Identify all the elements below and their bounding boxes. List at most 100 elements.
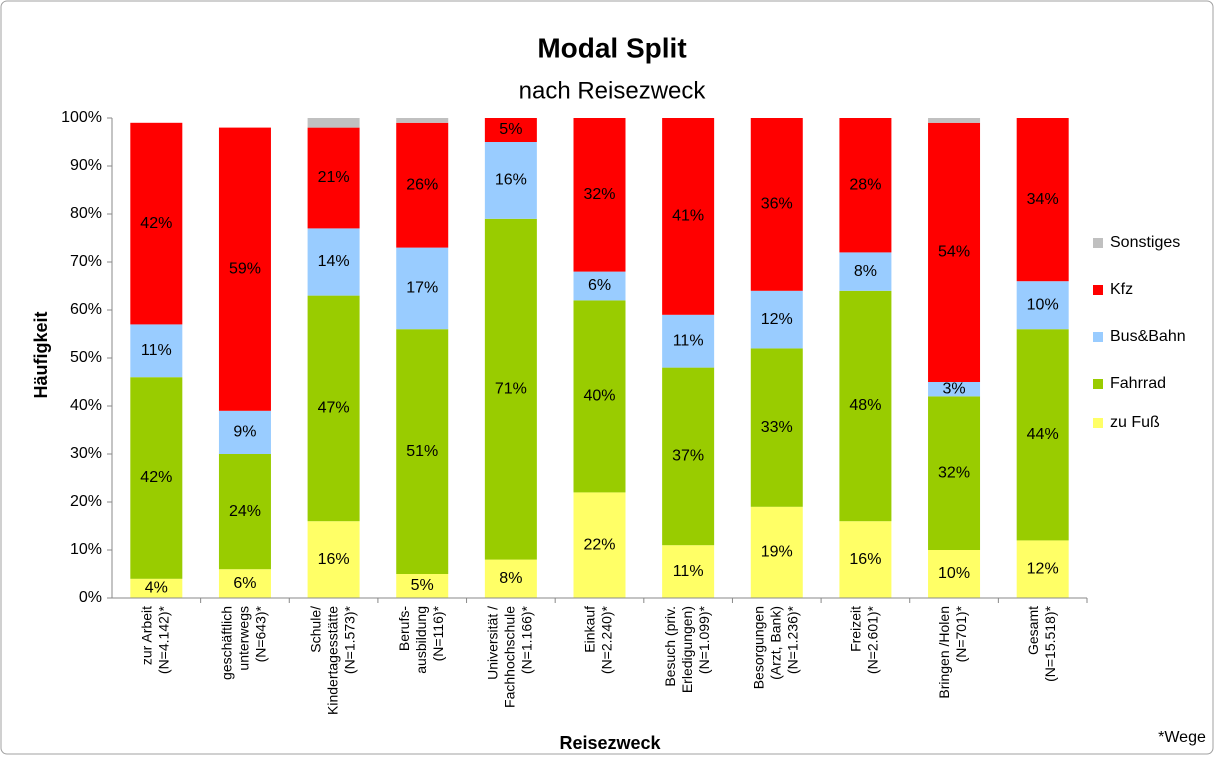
x-tick-label: Gesamt (1025, 606, 1041, 655)
x-tick-label: Universität / (485, 606, 501, 680)
chart-subtitle: nach Reisezweck (519, 77, 707, 104)
legend-label: zu Fuß (1110, 414, 1160, 431)
data-label: 21% (318, 169, 350, 186)
x-tick-label: Schule/ (307, 606, 323, 653)
data-label: 10% (1027, 296, 1059, 313)
data-label: 42% (140, 469, 172, 486)
bar-segment (307, 295, 360, 522)
bar-segment (750, 290, 803, 349)
legend-label: Bus&Bahn (1110, 328, 1186, 345)
data-label: 48% (849, 397, 881, 414)
bar-segment (396, 118, 449, 123)
x-tick-label: (N=2.240)* (599, 605, 615, 674)
legend-swatch (1093, 285, 1103, 295)
bar-segment (484, 559, 537, 598)
x-tick-label: Besuch (priv. (662, 606, 678, 687)
data-label: 41% (672, 208, 704, 225)
legend-label: Sonstiges (1110, 234, 1180, 251)
y-tick-label: 0% (79, 589, 102, 606)
y-tick-label: 30% (70, 445, 102, 462)
bar-segment (396, 574, 449, 598)
bar-segment (307, 127, 360, 229)
bar-segment (928, 382, 981, 397)
bar-segment (484, 118, 537, 142)
data-label: 11% (673, 332, 704, 349)
data-label: 6% (233, 575, 256, 592)
bar-segment (1016, 329, 1069, 541)
bar-segment (1016, 281, 1069, 330)
bar-segment (396, 329, 449, 574)
annotation: *Wege (1158, 729, 1206, 746)
bar-segment (839, 118, 892, 253)
bar-segment (130, 122, 183, 325)
bar-segment (130, 578, 183, 598)
bar-segment (928, 396, 981, 550)
data-label: 16% (849, 551, 881, 568)
legend-swatch (1093, 238, 1103, 248)
y-tick-label: 20% (70, 493, 102, 510)
data-label: 9% (233, 424, 256, 441)
x-tick-label: Erledigungen) (679, 606, 695, 693)
data-label: 42% (140, 215, 172, 232)
data-label: 40% (583, 388, 615, 405)
data-label: 24% (229, 503, 261, 520)
data-label: 17% (406, 280, 438, 297)
bar-segment (662, 314, 715, 368)
bar-segment (573, 271, 626, 301)
bar-segment (662, 545, 715, 598)
data-label: 12% (761, 311, 793, 328)
data-label: 4% (145, 580, 168, 597)
legend-swatch (1093, 332, 1103, 342)
bar-segment (484, 218, 537, 560)
data-label: 28% (849, 176, 881, 193)
data-label: 3% (942, 380, 965, 397)
bar-segment (218, 127, 271, 411)
bar-segment (218, 410, 271, 454)
data-label: 10% (938, 565, 970, 582)
data-label: 54% (938, 244, 970, 261)
data-label: 19% (761, 544, 793, 561)
data-label: 8% (854, 263, 877, 280)
data-label: 14% (318, 253, 350, 270)
data-label: 11% (141, 342, 172, 359)
bar-segment (928, 122, 981, 383)
x-tick-label: (N=15.518)* (1042, 605, 1058, 681)
x-tick-label: (N=2.601)* (865, 605, 881, 674)
data-label: 26% (406, 176, 438, 193)
x-tick-label: (N=1.166)* (519, 605, 535, 674)
bar-segment (396, 122, 449, 248)
x-tick-label: Einkauf (582, 606, 598, 653)
bar-segment (1016, 118, 1069, 282)
y-tick-label: 70% (70, 253, 102, 270)
data-label: 16% (495, 172, 527, 189)
x-tick-label: zur Arbeit (139, 606, 155, 665)
bar-segment (750, 118, 803, 291)
bar-segment (484, 142, 537, 219)
bar-segment (130, 377, 183, 579)
x-tick-label: (N=4.142)* (156, 605, 172, 674)
bar-segment (928, 118, 981, 123)
bar-segment (573, 118, 626, 272)
bar-segment (307, 521, 360, 598)
y-axis-title: Häufigkeit (31, 311, 51, 398)
x-tick-label: Kindertagesstätte (324, 606, 340, 715)
data-label: 32% (938, 464, 970, 481)
y-tick-label: 40% (70, 397, 102, 414)
data-label: 22% (583, 536, 615, 553)
data-label: 5% (411, 577, 434, 594)
chart-title: Modal Split (537, 32, 686, 63)
x-axis-title: Reisezweck (559, 733, 661, 753)
bar-segment (218, 569, 271, 598)
bar-segment (662, 367, 715, 546)
x-tick-label: Besorgungen (750, 606, 766, 689)
data-label: 12% (1027, 560, 1059, 577)
legend-label: Fahrrad (1110, 375, 1166, 392)
x-tick-label: (N=1.573)* (341, 605, 357, 674)
data-label: 32% (583, 186, 615, 203)
bar-segment (839, 252, 892, 291)
data-label: 37% (672, 448, 704, 465)
legend-label: Kfz (1110, 281, 1133, 298)
data-label: 16% (318, 551, 350, 568)
